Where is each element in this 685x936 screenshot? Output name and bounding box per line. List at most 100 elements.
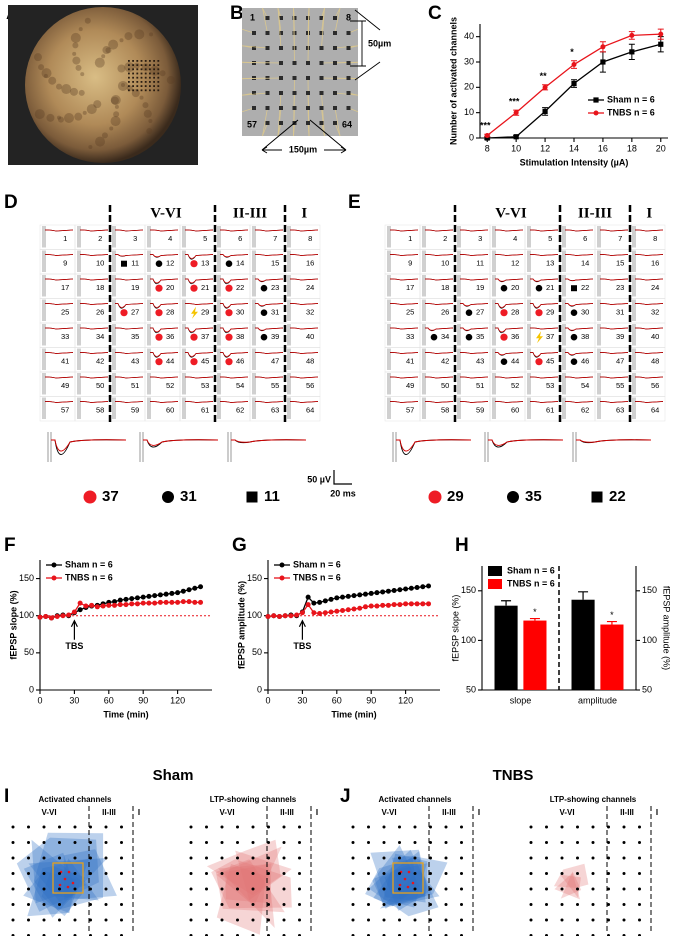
channel-number: 31 bbox=[271, 308, 279, 317]
photo-electrode bbox=[140, 85, 143, 87]
trace bbox=[147, 348, 151, 370]
y2-tick-label: 100 bbox=[642, 635, 657, 645]
trace bbox=[565, 254, 594, 256]
electrode-dot bbox=[607, 918, 610, 922]
y-tick-label: 100 bbox=[461, 635, 476, 645]
trace bbox=[287, 348, 291, 370]
mea-electrode bbox=[346, 61, 351, 65]
trace bbox=[632, 348, 636, 370]
electrode-dot bbox=[189, 856, 193, 860]
marker-square bbox=[121, 260, 127, 267]
electrode-dot bbox=[398, 825, 401, 829]
electrode-dot bbox=[560, 856, 564, 860]
example-trace bbox=[227, 432, 232, 462]
mea-electrode bbox=[252, 91, 256, 95]
point bbox=[186, 587, 192, 593]
layer-label: II-III bbox=[620, 808, 634, 817]
stim-dot bbox=[58, 883, 62, 887]
channel-number: 7 bbox=[618, 234, 622, 243]
photo-electrode bbox=[149, 72, 151, 75]
electrode-dot bbox=[104, 918, 108, 922]
trace bbox=[80, 303, 109, 305]
electrode-dot bbox=[413, 841, 417, 844]
electrode-dot bbox=[591, 841, 595, 844]
annotation: ** bbox=[540, 71, 548, 81]
electrode-dot bbox=[73, 903, 77, 906]
trace bbox=[112, 397, 116, 419]
marker-red bbox=[190, 333, 198, 341]
trace bbox=[565, 229, 594, 232]
y-axis-label: Number of activated channels bbox=[448, 17, 458, 145]
photo-electrode bbox=[144, 72, 147, 75]
legend-marker bbox=[51, 575, 57, 581]
electrode-dot bbox=[460, 825, 463, 829]
x-axis-label: Time (min) bbox=[103, 709, 148, 719]
electrode-dot bbox=[298, 841, 301, 844]
electrode-dot bbox=[576, 856, 579, 860]
photo-electrode bbox=[136, 76, 139, 79]
mea-electrode bbox=[319, 106, 324, 110]
trace bbox=[565, 376, 594, 379]
photo-electrode bbox=[140, 64, 143, 66]
trace bbox=[632, 397, 636, 419]
photo-electrode bbox=[128, 76, 130, 79]
mea-electrode bbox=[279, 106, 283, 110]
electrode-dot bbox=[444, 856, 448, 860]
x-axis-label: Stimulation Intensity (µA) bbox=[520, 157, 629, 167]
trace bbox=[45, 352, 74, 354]
photo-electrode bbox=[128, 89, 130, 92]
point bbox=[385, 602, 391, 608]
trace bbox=[492, 397, 496, 419]
trace bbox=[147, 373, 151, 395]
electrode-dot bbox=[413, 825, 417, 829]
trace bbox=[77, 226, 81, 248]
channel-number: 4 bbox=[513, 234, 517, 243]
panel-letter: E bbox=[348, 192, 361, 213]
channel-number: 43 bbox=[131, 357, 139, 366]
electrode-dot bbox=[367, 872, 370, 875]
channel-number: 61 bbox=[201, 406, 209, 415]
electrode-dot bbox=[120, 841, 123, 844]
trace bbox=[220, 376, 249, 379]
trace bbox=[252, 299, 256, 321]
trace bbox=[460, 254, 489, 256]
trace bbox=[150, 376, 179, 379]
electrode-dot bbox=[267, 887, 270, 891]
electrode-dot bbox=[298, 872, 301, 875]
channel-number: 6 bbox=[583, 234, 587, 243]
point bbox=[134, 595, 140, 601]
marker-black bbox=[430, 333, 438, 341]
trace bbox=[252, 250, 256, 272]
trace bbox=[495, 401, 524, 403]
photo-texture bbox=[33, 53, 42, 62]
electrode-dot bbox=[560, 825, 564, 829]
photo-electrode bbox=[140, 68, 143, 71]
point bbox=[322, 610, 328, 616]
electrode-dot bbox=[413, 918, 417, 922]
photo-electrode bbox=[136, 72, 139, 75]
point bbox=[140, 600, 146, 606]
point bbox=[282, 613, 288, 619]
electrode-dot bbox=[367, 825, 370, 829]
marker-stim bbox=[536, 331, 543, 344]
photo-texture bbox=[101, 54, 106, 59]
photo-texture bbox=[86, 104, 97, 115]
y2-tick-label: 150 bbox=[642, 585, 657, 595]
electrode-dot bbox=[189, 887, 193, 891]
channel-number: 28 bbox=[166, 308, 174, 317]
trace bbox=[565, 303, 594, 307]
trace bbox=[562, 226, 566, 248]
trace bbox=[600, 303, 629, 305]
point bbox=[542, 108, 548, 114]
marker-red bbox=[155, 309, 163, 317]
point bbox=[600, 44, 606, 50]
point bbox=[311, 600, 317, 606]
annotation: *** bbox=[509, 97, 520, 107]
example-label: 37 bbox=[102, 488, 119, 505]
x-tick-label: 90 bbox=[138, 695, 148, 705]
point bbox=[77, 600, 83, 606]
y-tick-label: 0 bbox=[29, 684, 34, 694]
electrode-dot bbox=[189, 841, 193, 844]
channel-number: 49 bbox=[406, 381, 414, 390]
channel-area bbox=[216, 846, 282, 907]
